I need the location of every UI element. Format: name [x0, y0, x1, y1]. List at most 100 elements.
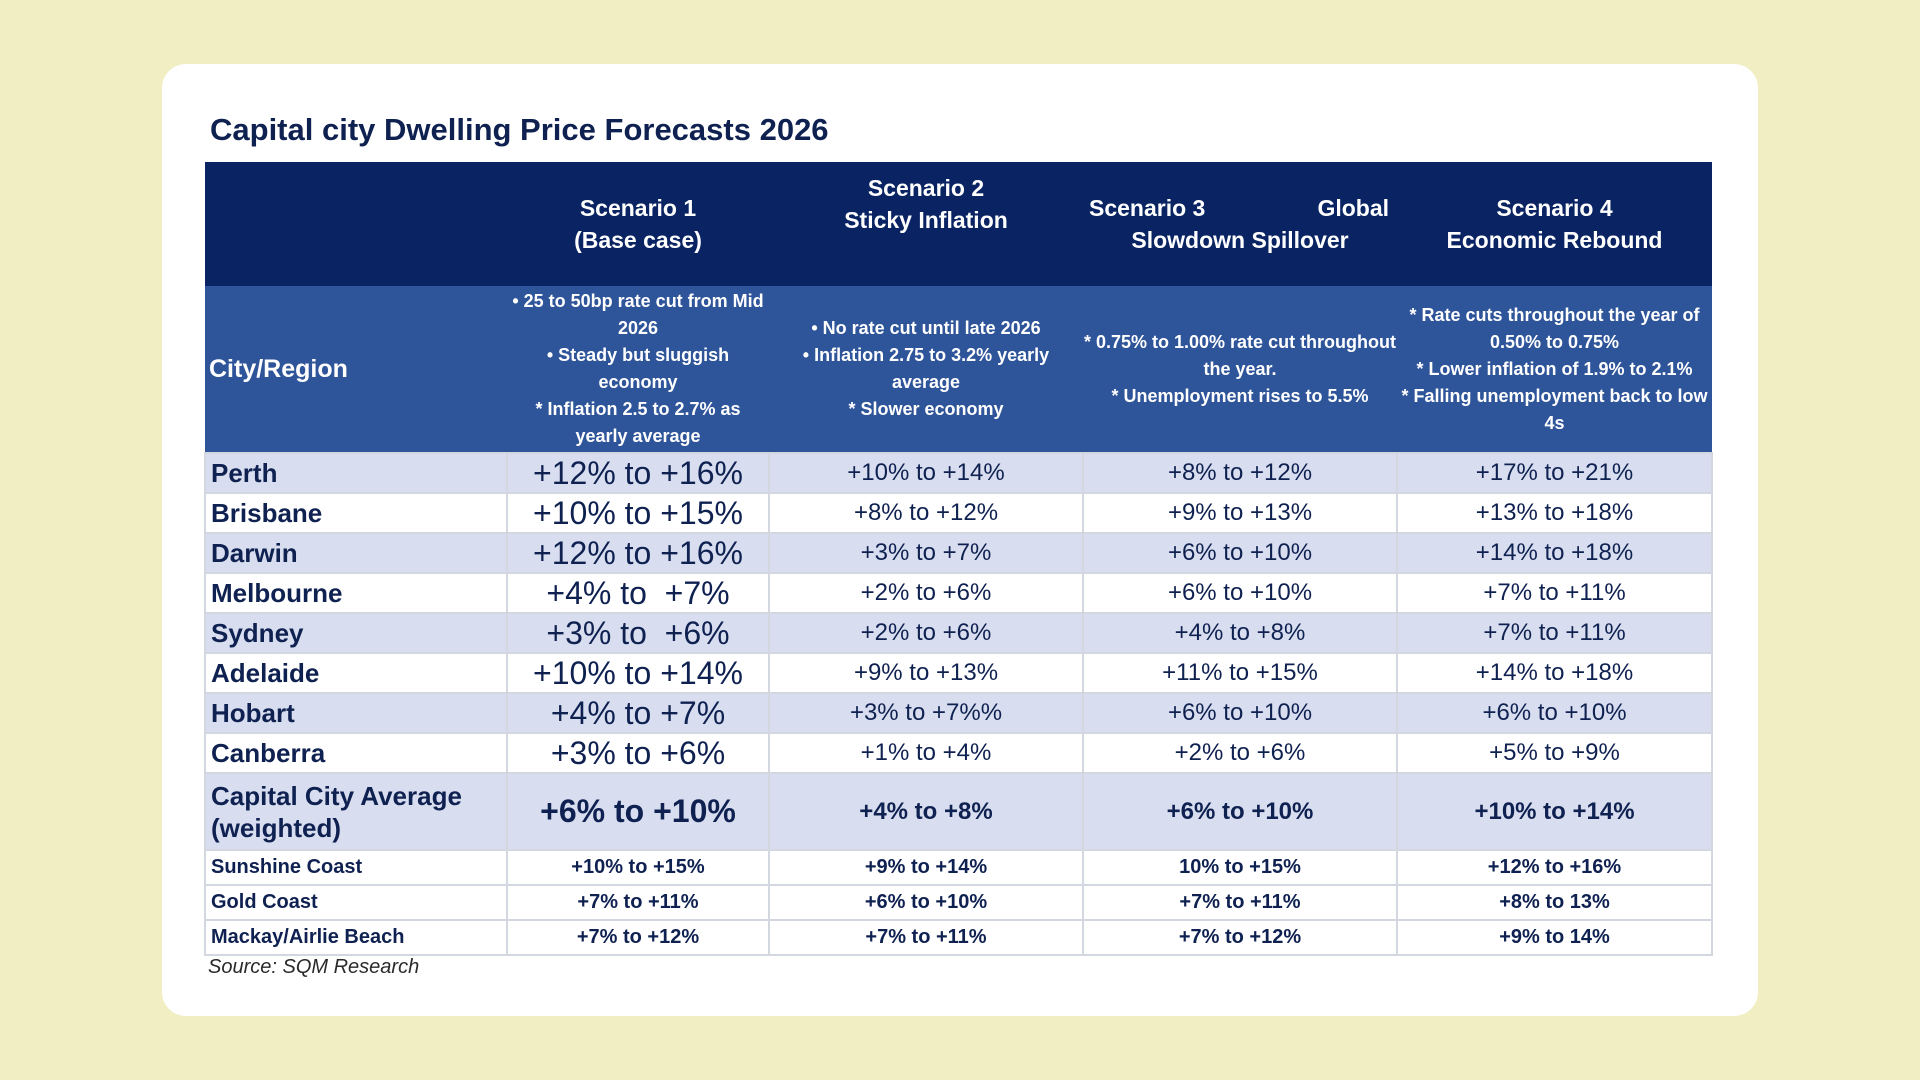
scenario-4-assumptions: * Rate cuts throughout the year of 0.50%… [1397, 286, 1712, 453]
city-cell: Brisbane [204, 492, 508, 534]
assumption-line: * Unemployment rises to 5.5% [1111, 385, 1369, 406]
scenario-1-assumptions: • 25 to 50bp rate cut from Mid 2026 • St… [507, 286, 769, 453]
city-cell: Melbourne [204, 572, 508, 614]
city-cell: Gold Coast [204, 884, 508, 921]
average-row: Capital City Average (weighted) +6% to +… [204, 772, 1713, 851]
table-row: Perth +12% to +16% +10% to +14% +8% to +… [204, 452, 1713, 494]
page-title: Capital city Dwelling Price Forecasts 20… [210, 112, 829, 147]
scenario-1-value: +4% to +7% [506, 572, 770, 614]
assumption-line: • 25 to 50bp rate cut from Mid 2026 [512, 291, 764, 338]
source-note: Source: SQM Research [208, 956, 420, 978]
scenario-2-value: +4% to +8% [768, 772, 1084, 851]
city-cell: Sunshine Coast [204, 849, 508, 886]
assumption-line: • Inflation 2.75 to 3.2% yearly average [802, 345, 1050, 392]
scenario-3-name-word: Global [1317, 195, 1389, 221]
scenario-4-value: +7% to +11% [1396, 572, 1713, 614]
assumption-line: • Steady but sluggish economy [546, 345, 730, 392]
scenario-3-name: Scenario 3 [1089, 195, 1206, 221]
scenario-4-header: Scenario 4 Economic Rebound [1397, 162, 1712, 286]
assumption-line: * 0.75% to 1.00% rate cut throughout the… [1083, 331, 1397, 379]
city-cell: Hobart [204, 692, 508, 734]
scenario-3-assumptions: * 0.75% to 1.00% rate cut throughout the… [1083, 286, 1397, 453]
scenario-1-value: +3% to +6% [506, 612, 770, 654]
scenario-1-value: +10% to +15% [506, 849, 770, 886]
average-label: Capital City Average [211, 780, 462, 811]
scenario-3-value: +6% to +10% [1082, 692, 1398, 734]
scenario-4-value: +14% to +18% [1396, 532, 1713, 574]
scenario-4-value: +12% to +16% [1396, 849, 1713, 886]
scenario-2-assumptions: • No rate cut until late 2026 • Inflatio… [769, 286, 1083, 453]
city-cell: Adelaide [204, 652, 508, 694]
scenario-2-value: +3% to +7% [768, 532, 1084, 574]
scenario-2-value: +2% to +6% [768, 612, 1084, 654]
assumption-line: * Rate cuts throughout the year of 0.50%… [1409, 304, 1700, 352]
forecast-table: Scenario 1 (Base case) Scenario 2 Sticky… [204, 162, 1713, 956]
scenario-2-value: +8% to +12% [768, 492, 1084, 534]
scenario-1-subtitle: (Base case) [574, 227, 702, 253]
scenario-1-value: +12% to +16% [506, 532, 770, 574]
scenario-4-name: Scenario 4 [1496, 195, 1613, 221]
scenario-2-subtitle: Sticky Inflation [844, 207, 1008, 233]
regional-row: Mackay/Airlie Beach +7% to +12% +7% to +… [204, 919, 1713, 956]
scenario-2-value: +1% to +4% [768, 732, 1084, 774]
regional-row: Gold Coast +7% to +11% +6% to +10% +7% t… [204, 884, 1713, 921]
scenario-3-value: 10% to +15% [1082, 849, 1398, 886]
assumptions-row: City/Region • 25 to 50bp rate cut from M… [205, 286, 1712, 453]
scenario-4-value: +6% to +10% [1396, 692, 1713, 734]
scenario-header-row: Scenario 1 (Base case) Scenario 2 Sticky… [205, 162, 1712, 286]
scenario-3-value: +11% to +15% [1082, 652, 1398, 694]
scenario-1-value: +7% to +11% [506, 884, 770, 921]
scenario-4-value: +17% to +21% [1396, 452, 1713, 494]
scenario-1-value: +10% to +15% [506, 492, 770, 534]
scenario-3-value: +4% to +8% [1082, 612, 1398, 654]
city-cell: Canberra [204, 732, 508, 774]
scenario-2-value: +9% to +14% [768, 849, 1084, 886]
table-row: Sydney +3% to +6% +2% to +6% +4% to +8% … [204, 612, 1713, 654]
scenario-4-value: +7% to +11% [1396, 612, 1713, 654]
scenario-1-value: +4% to +7% [506, 692, 770, 734]
scenario-2-value: +3% to +7%% [768, 692, 1084, 734]
assumption-line: • No rate cut until late 2026 [811, 318, 1041, 338]
scenario-1-header: Scenario 1 (Base case) [507, 162, 769, 286]
table-row: Darwin +12% to +16% +3% to +7% +6% to +1… [204, 532, 1713, 574]
scenario-3-header: Scenario 3 Global Slowdown Spillover [1083, 162, 1397, 286]
scenario-4-value: +9% to 14% [1396, 919, 1713, 956]
scenario-2-value: +7% to +11% [768, 919, 1084, 956]
scenario-1-value: +7% to +12% [506, 919, 770, 956]
table-row: Melbourne +4% to +7% +2% to +6% +6% to +… [204, 572, 1713, 614]
scenario-3-subtitle: Slowdown Spillover [1131, 227, 1349, 253]
scenario-3-value: +7% to +11% [1082, 884, 1398, 921]
scenario-1-value: +6% to +10% [506, 772, 770, 851]
scenario-4-value: +8% to 13% [1396, 884, 1713, 921]
table-row: Hobart +4% to +7% +3% to +7%% +6% to +10… [204, 692, 1713, 734]
table-row: Canberra +3% to +6% +1% to +4% +2% to +6… [204, 732, 1713, 774]
assumption-line: * Lower inflation of 1.9% to 2.1% [1416, 358, 1693, 379]
scenario-4-value: +10% to +14% [1396, 772, 1713, 851]
scenario-1-value: +12% to +16% [506, 452, 770, 494]
scenario-2-value: +9% to +13% [768, 652, 1084, 694]
scenario-3-value: +7% to +12% [1082, 919, 1398, 956]
assumption-line: * Slower economy [848, 399, 1004, 419]
scenario-3-value: +2% to +6% [1082, 732, 1398, 774]
scenario-2-name: Scenario 2 [867, 175, 985, 201]
scenario-3-value: +6% to +10% [1082, 772, 1398, 851]
header-blank-cell [205, 162, 507, 286]
scenario-4-subtitle: Economic Rebound [1446, 227, 1663, 253]
city-cell: Sydney [204, 612, 508, 654]
scenario-3-value: +6% to +10% [1082, 532, 1398, 574]
scenario-1-name: Scenario 1 [579, 195, 697, 221]
forecast-card: Capital city Dwelling Price Forecasts 20… [162, 64, 1758, 1016]
scenario-2-value: +2% to +6% [768, 572, 1084, 614]
scenario-3-value: +9% to +13% [1082, 492, 1398, 534]
scenario-4-value: +5% to +9% [1396, 732, 1713, 774]
regional-row: Sunshine Coast +10% to +15% +9% to +14% … [204, 849, 1713, 886]
city-cell: Darwin [204, 532, 508, 574]
scenario-2-header: Scenario 2 Sticky Inflation [769, 162, 1083, 286]
scenario-4-value: +13% to +18% [1396, 492, 1713, 534]
assumption-line: * Inflation 2.5 to 2.7% as yearly averag… [535, 399, 741, 446]
scenario-2-value: +6% to +10% [768, 884, 1084, 921]
city-region-header: City/Region [205, 286, 507, 453]
scenario-3-value: +8% to +12% [1082, 452, 1398, 494]
city-cell: Mackay/Airlie Beach [204, 919, 508, 956]
city-cell: Perth [204, 452, 508, 494]
